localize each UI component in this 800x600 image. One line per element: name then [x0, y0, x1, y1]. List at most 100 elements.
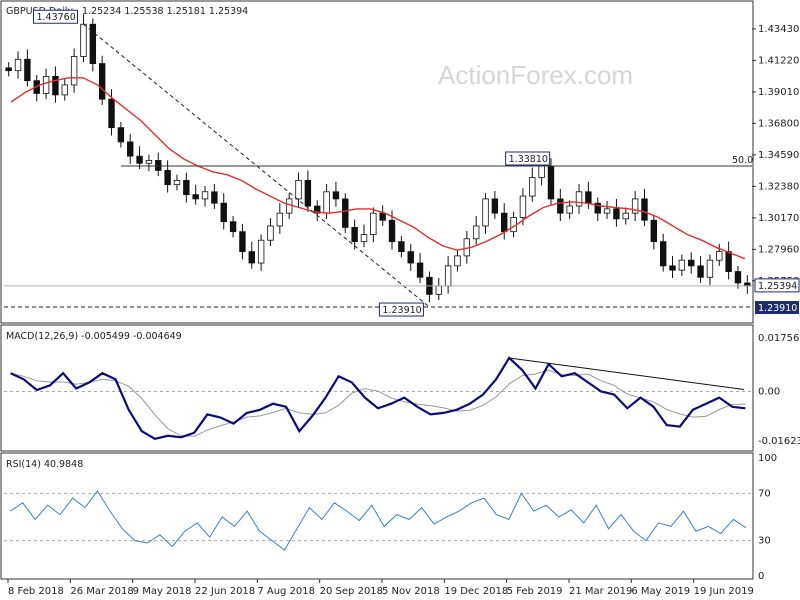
- macd-panel-frame: [0, 324, 754, 452]
- candle-body: [239, 231, 246, 253]
- candle-body: [407, 251, 414, 264]
- candle-body: [734, 271, 742, 284]
- last-price-tag: 1.25394: [754, 278, 800, 293]
- candle-body: [444, 265, 452, 287]
- price-tick-label: 1.41220: [758, 55, 799, 66]
- candle-body: [622, 212, 629, 220]
- candle-body: [276, 212, 284, 227]
- macd-trendline: [509, 357, 745, 391]
- candle-body: [155, 160, 162, 171]
- candle-body: [89, 23, 97, 64]
- candle-body: [650, 219, 658, 243]
- candle-body: [267, 225, 274, 241]
- rsi-panel-frame: [0, 452, 754, 580]
- x-tick-label: 5 Feb 2019: [507, 586, 563, 597]
- support-price-value: 1.23910: [758, 303, 797, 314]
- candle-body: [547, 165, 555, 200]
- x-tick-label: 26 Mar 2018: [70, 586, 133, 597]
- macd-tick-label: -0.016233: [758, 436, 800, 447]
- rsi-tick-label: 70: [758, 488, 771, 499]
- candle-body: [501, 212, 508, 233]
- candle-body: [285, 198, 293, 214]
- candle-body: [398, 241, 405, 253]
- price-tick-label: 1.27960: [758, 244, 799, 255]
- candle-body: [688, 259, 695, 267]
- candle-body: [183, 179, 190, 196]
- candle-body: [454, 255, 461, 267]
- price-axis: 1.43430 1.41220 1.39010 1.36800 1.34590 1.323…: [752, 24, 799, 287]
- candle-body: [323, 191, 330, 214]
- candle-body: [557, 198, 564, 214]
- macd-tick-label: 0.017567: [758, 333, 800, 344]
- candle-body: [248, 251, 255, 264]
- x-tick-label: 7 Aug 2018: [257, 586, 315, 597]
- candle-body: [566, 205, 573, 214]
- candle-body: [388, 219, 396, 243]
- candle-body: [603, 208, 611, 214]
- macd-title: MACD(12,26,9) -0.005499 -0.004649: [6, 331, 182, 342]
- annotation-low: 1.23910: [378, 302, 424, 317]
- candle-body: [510, 217, 517, 233]
- x-tick-label: 5 Nov 2018: [382, 586, 440, 597]
- candle-body: [145, 160, 153, 164]
- annotation-low-text: 1.23910: [382, 305, 421, 316]
- candle-body: [472, 225, 480, 240]
- last-price-value: 1.25394: [758, 281, 797, 292]
- support-price-tag: 1.23910: [755, 301, 799, 315]
- candle-body: [304, 179, 312, 207]
- candle-body: [585, 191, 592, 204]
- price-tick-label: 1.39010: [758, 87, 799, 98]
- price-tick-label: 1.32380: [758, 181, 799, 192]
- x-tick-label: 9 May 2018: [133, 586, 192, 597]
- ohlc-values: 1.25234 1.25538 1.25181 1.25394: [82, 6, 248, 17]
- rsi-line: [9, 490, 747, 551]
- candle-body: [482, 198, 489, 227]
- candle-body: [332, 191, 340, 200]
- candle-body: [70, 56, 78, 86]
- candle-body: [360, 234, 368, 243]
- downtrend-dashed-line: [83, 23, 430, 308]
- candle-body: [201, 191, 209, 200]
- x-tick-label: 22 Jun 2018: [195, 586, 255, 597]
- price-panel-frame: [0, 0, 754, 324]
- candle-body: [725, 251, 732, 272]
- candle-body: [24, 58, 31, 82]
- candle-body: [678, 259, 686, 271]
- annotation-high: 1.43760: [32, 9, 78, 24]
- rsi-axis: 100 70 30 0: [758, 453, 777, 582]
- candle-body: [659, 241, 667, 267]
- candle-body: [136, 155, 143, 164]
- x-tick-label: 21 Mar 2019: [569, 586, 632, 597]
- candle-body: [575, 191, 583, 207]
- price-tick-label: 1.36800: [758, 118, 799, 129]
- candle-body: [42, 75, 50, 94]
- candle-body: [257, 239, 265, 264]
- candle-body: [351, 226, 358, 243]
- candle-body: [211, 191, 218, 204]
- candle-body: [416, 262, 424, 278]
- candle-body: [370, 212, 377, 235]
- annotation-mid-text: 1.33810: [509, 154, 548, 165]
- candle-body: [613, 208, 620, 220]
- moving-average-line: [10, 77, 746, 260]
- candle-body: [706, 259, 714, 278]
- macd-tick-label: 0.00: [758, 387, 780, 398]
- candle-body: [631, 198, 639, 214]
- candle-body: [108, 98, 115, 129]
- rsi-tick-label: 100: [758, 453, 777, 464]
- rsi-tick-label: 30: [758, 536, 771, 547]
- candle-body: [14, 58, 22, 72]
- candle-body: [164, 170, 171, 186]
- candle-body: [379, 212, 386, 221]
- x-tick-label: 6 May 2019: [631, 586, 690, 597]
- rsi-tick-label: 0: [758, 571, 764, 582]
- macd-axis: 0.017567 0.00 -0.016233: [758, 333, 800, 447]
- watermark: ActionForex.com: [438, 60, 633, 90]
- candle-body: [529, 177, 536, 197]
- x-tick-label: 19 Dec 2018: [444, 586, 508, 597]
- candle-body: [594, 202, 601, 214]
- price-tick-label: 1.34590: [758, 150, 799, 161]
- candle-body: [697, 265, 704, 278]
